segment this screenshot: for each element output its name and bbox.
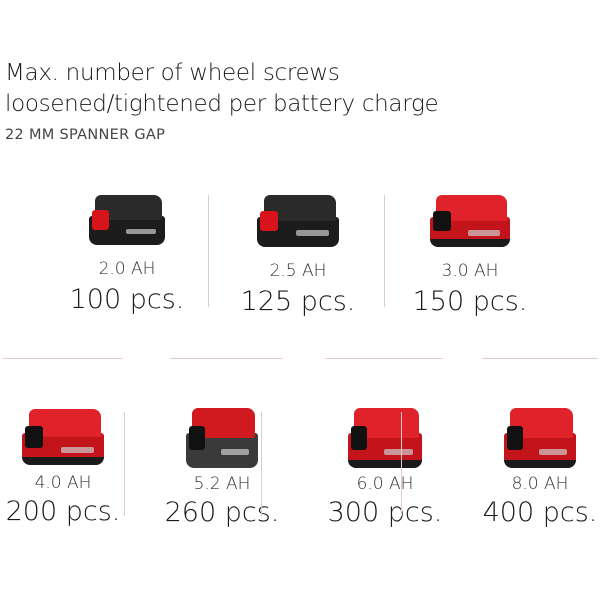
screw-count: 125 pcs. [240, 286, 356, 317]
battery-image [186, 408, 258, 468]
battery-card-2-5ah: 2.5 AH 125 pcs. [218, 195, 378, 319]
divider [208, 195, 209, 307]
battery-image [22, 409, 104, 465]
title-line-1: Max. number of wheel screws [5, 60, 340, 86]
title-line-2: loosened/tightened per battery charge [5, 91, 439, 117]
divider [325, 358, 443, 359]
screw-count: 400 pcs. [482, 497, 598, 528]
battery-capacity: 6.0 AH [356, 474, 414, 494]
battery-capacity: 8.0 AH [511, 474, 569, 494]
screw-count: 150 pcs. [412, 286, 528, 317]
battery-image [89, 195, 165, 245]
divider [384, 195, 385, 307]
battery-image [257, 195, 339, 247]
subtitle: 22 MM SPANNER GAP [5, 127, 166, 143]
battery-image [504, 408, 576, 468]
divider [124, 412, 125, 516]
battery-capacity: 4.0 AH [34, 473, 92, 493]
divider [482, 358, 598, 359]
battery-image [348, 408, 422, 468]
battery-capacity: 5.2 AH [193, 474, 251, 494]
screw-count: 260 pcs. [164, 497, 280, 528]
battery-card-8-0ah: 8.0 AH 400 pcs. [460, 408, 600, 530]
battery-capacity: 3.0 AH [441, 261, 499, 281]
divider [170, 358, 282, 359]
battery-capacity: 2.5 AH [269, 261, 327, 281]
divider [401, 412, 402, 516]
battery-card-4-0ah: 4.0 AH 200 pcs. [0, 409, 143, 529]
battery-card-2-0ah: 2.0 AH 100 pcs. [47, 195, 207, 317]
divider [3, 358, 122, 359]
screw-count: 200 pcs. [5, 496, 121, 527]
divider [261, 412, 262, 516]
battery-card-6-0ah: 6.0 AH 300 pcs. [305, 408, 465, 530]
battery-card-5-2ah: 5.2 AH 260 pcs. [142, 408, 302, 530]
battery-image [430, 195, 510, 247]
battery-card-3-0ah: 3.0 AH 150 pcs. [390, 195, 550, 319]
battery-capacity: 2.0 AH [98, 259, 156, 279]
page-title: Max. number of wheel screws loosened/tigh… [5, 58, 439, 120]
screw-count: 300 pcs. [327, 497, 443, 528]
screw-count: 100 pcs. [69, 284, 185, 315]
